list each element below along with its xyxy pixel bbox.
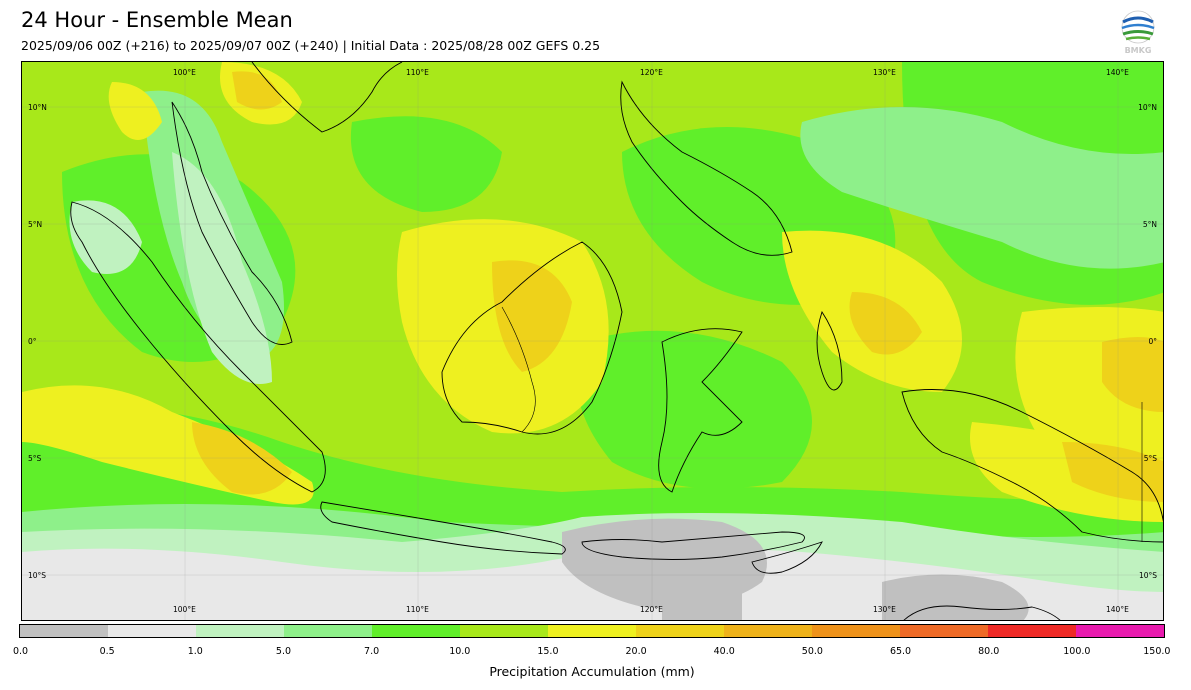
colorbar-tick-label: 40.0 <box>713 646 735 657</box>
colorbar-label: Precipitation Accumulation (mm) <box>489 664 695 679</box>
colorbar-tick-label: 15.0 <box>537 646 559 657</box>
colorbar-tick-label: 80.0 <box>978 646 1000 657</box>
colorbar-tick-label: 20.0 <box>625 646 647 657</box>
lon-label-bottom-120e: 120°E <box>640 605 663 614</box>
svg-text:BMKG: BMKG <box>1125 46 1152 55</box>
colorbar-segment-8 <box>724 625 812 637</box>
colorbar-segment-0 <box>20 625 108 637</box>
lon-label-top-100e: 100°E <box>173 68 196 77</box>
colorbar-tick-label: 7.0 <box>364 646 380 657</box>
colorbar-tick-label: 10.0 <box>449 646 471 657</box>
colorbar-segment-7 <box>636 625 724 637</box>
page-title: 24 Hour - Ensemble Mean <box>21 8 293 32</box>
colorbar-tick-label: 100.0 <box>1063 646 1091 657</box>
lat-label-left-5n: 5°N <box>28 220 43 229</box>
precipitation-colorbar <box>19 624 1165 638</box>
lon-label-top-140e: 140°E <box>1106 68 1129 77</box>
precipitation-map: 100°E 110°E 120°E 130°E 140°E 100°E 110°… <box>21 61 1164 621</box>
lat-label-left-10n: 10°N <box>28 103 47 112</box>
lon-label-bottom-130e: 130°E <box>873 605 896 614</box>
colorbar-segment-12 <box>1076 625 1164 637</box>
lon-label-bottom-110e: 110°E <box>406 605 429 614</box>
colorbar-tick-label: 65.0 <box>889 646 912 657</box>
colorbar-segment-2 <box>196 625 284 637</box>
colorbar-segment-11 <box>988 625 1076 637</box>
colorbar-segment-1 <box>108 625 196 637</box>
colorbar-tick-label: 0.5 <box>99 646 115 657</box>
lat-label-left-10s: 10°S <box>28 571 47 580</box>
colorbar-tick-label: 1.0 <box>187 646 203 657</box>
colorbar-tick-label: 5.0 <box>275 646 292 657</box>
lon-label-top-120e: 120°E <box>640 68 663 77</box>
lat-label-right-10s: 10°S <box>1138 571 1157 580</box>
lon-label-top-110e: 110°E <box>406 68 429 77</box>
colorbar-segment-5 <box>460 625 548 637</box>
colorbar-segment-3 <box>284 625 372 637</box>
map-canvas <box>22 62 1163 620</box>
lat-label-right-0: 0° <box>1148 337 1157 346</box>
lon-label-bottom-100e: 100°E <box>173 605 196 614</box>
lon-label-bottom-140e: 140°E <box>1106 605 1129 614</box>
colorbar-tick-label: 50.0 <box>801 646 823 657</box>
lon-label-top-130e: 130°E <box>873 68 896 77</box>
lat-label-left-0: 0° <box>28 337 37 346</box>
page-subtitle: 2025/09/06 00Z (+216) to 2025/09/07 00Z … <box>21 38 601 53</box>
lat-label-right-10n: 10°N <box>1138 103 1157 112</box>
lat-label-right-5s: 5°S <box>1143 454 1157 463</box>
colorbar-segment-10 <box>900 625 988 637</box>
bmkg-logo: BMKG <box>1119 10 1157 56</box>
bmkg-logo-icon: BMKG <box>1121 10 1155 55</box>
colorbar-segment-4 <box>372 625 460 637</box>
lat-label-left-5s: 5°S <box>28 454 42 463</box>
colorbar-segment-9 <box>812 625 900 637</box>
colorbar-tick-label: 0.0 <box>12 646 29 657</box>
lat-label-right-5n: 5°N <box>1142 220 1157 229</box>
colorbar-tick-label: 150.0 <box>1143 646 1171 657</box>
colorbar-segment-6 <box>548 625 636 637</box>
